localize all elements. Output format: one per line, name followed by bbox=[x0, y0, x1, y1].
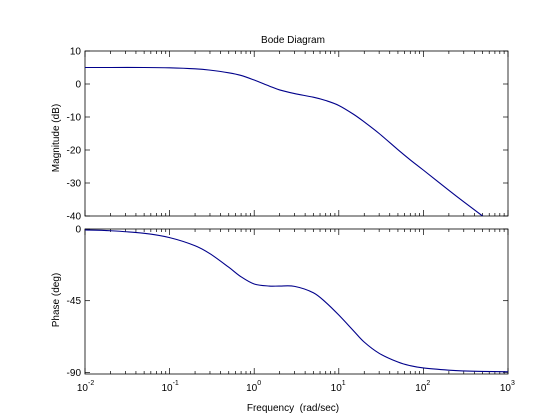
phase-y-tick-label: -90 bbox=[67, 368, 82, 379]
x-tick-label-base: 10 bbox=[161, 383, 173, 394]
phase-y-tick-label: -45 bbox=[67, 296, 82, 307]
x-tick-label-base: 10 bbox=[331, 383, 343, 394]
x-tick-label-base: 10 bbox=[415, 383, 427, 394]
magnitude-y-tick-label: -10 bbox=[67, 113, 82, 124]
phase-response-curve bbox=[85, 229, 508, 373]
phase-plot-frame bbox=[84, 228, 509, 375]
x-tick-label-base: 10 bbox=[77, 383, 89, 394]
x-tick-label-exponent: -1 bbox=[173, 380, 179, 387]
magnitude-y-tick-label: -30 bbox=[67, 179, 82, 190]
x-tick-label-exponent: -2 bbox=[88, 380, 94, 387]
x-tick-label-exponent: 1 bbox=[342, 380, 346, 387]
x-tick-label-exponent: 3 bbox=[511, 380, 515, 387]
x-tick-label-exponent: 2 bbox=[426, 380, 430, 387]
phase-y-tick-label: 0 bbox=[75, 225, 81, 236]
x-tick-label-exponent: 0 bbox=[257, 380, 261, 387]
phase-axis-label: Phase (deg) bbox=[51, 273, 62, 327]
magnitude-y-tick-label: 0 bbox=[75, 80, 81, 91]
chart-title: Bode Diagram bbox=[261, 35, 325, 46]
magnitude-y-tick-label: -20 bbox=[67, 146, 82, 157]
magnitude-response-curve bbox=[85, 66, 484, 216]
magnitude-panel: 10 0 -10 -20 -30 -40 bbox=[67, 47, 509, 223]
magnitude-y-tick-label: -40 bbox=[67, 212, 82, 223]
x-tick-label-base: 10 bbox=[246, 383, 258, 394]
magnitude-plot-frame bbox=[84, 50, 509, 217]
magnitude-axis-label: Magnitude (dB) bbox=[51, 104, 62, 172]
magnitude-y-tick-label: 10 bbox=[70, 47, 82, 58]
frequency-axis-label: Frequency (rad/sec) bbox=[247, 403, 339, 414]
x-tick-label-base: 10 bbox=[500, 383, 512, 394]
